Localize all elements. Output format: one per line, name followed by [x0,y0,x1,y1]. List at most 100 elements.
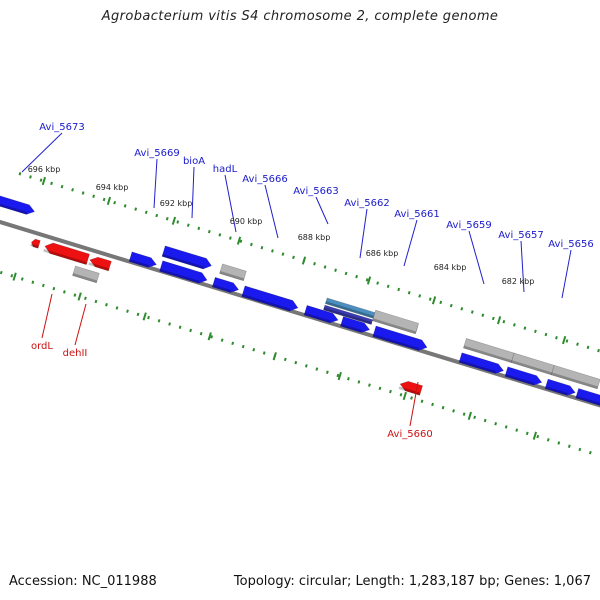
tick-mark [347,376,350,381]
tick-mark [494,422,498,426]
gene-feature [575,388,600,406]
tick-mark [504,425,508,429]
gene-feature [219,263,247,282]
label-leader [403,219,418,267]
scale-label: 690 kbp [230,217,263,226]
major-tick-mark [402,391,407,401]
outer-tick-row [18,172,600,353]
tick-mark [102,197,106,202]
tick-mark [207,229,211,234]
gene-feature [303,305,339,324]
gene-label-avi-5669: Avi_5669 [134,148,179,159]
tick-mark [113,200,117,205]
tick-mark [576,342,579,346]
tick-mark [578,447,582,452]
gene-label-avi-5673: Avi_5673 [39,122,84,133]
tick-mark [473,415,477,420]
tick-mark [239,239,243,243]
gene-feature [504,366,543,386]
major-tick-mark [366,276,372,285]
tick-mark [281,252,285,256]
label-leader [561,249,572,299]
tick-mark [220,338,224,342]
scale-label: 692 kbp [160,199,193,208]
tick-mark [428,297,432,301]
label-leader [315,196,329,225]
gene-label-dehii: dehII [63,348,88,359]
gene-label-bioa: bioA [183,156,205,167]
major-tick-mark [236,236,242,245]
tick-mark [389,389,392,394]
tick-mark [555,336,558,340]
tick-mark [536,434,540,439]
tick-mark [386,284,390,289]
tick-mark [134,207,138,211]
tick-mark [60,184,64,189]
gene-label-avi-5663: Avi_5663 [293,186,338,197]
tick-mark [407,291,411,295]
label-leader [41,293,53,339]
tick-mark [197,226,201,231]
major-tick-mark [77,292,82,301]
major-tick-mark [467,411,472,420]
tick-mark [186,223,190,227]
label-leader [359,208,368,259]
tick-mark [105,303,108,307]
major-tick-mark [431,296,437,305]
tick-mark [325,370,329,375]
label-leader [264,184,279,239]
gene-feature [43,242,90,265]
major-tick-mark [532,431,538,440]
gene-feature [128,251,157,268]
major-tick-mark [106,196,112,206]
tick-mark [144,210,148,215]
gene-label-avi-5657: Avi_5657 [498,230,543,241]
label-leaders [21,132,572,427]
tick-mark [470,310,474,314]
gene-feature [241,285,299,312]
scale-labels: 696 kbp 694 kbp 692 kbp 690 kbp 688 kbp 686 k… [28,165,535,286]
tick-mark [431,402,434,407]
gene-features [0,195,600,406]
scale-label: 682 kbp [502,277,535,286]
gene-feature [161,245,212,270]
label-leader [153,158,158,209]
scale-label: 694 kbp [96,183,129,192]
gene-feature [72,265,100,284]
tick-mark [439,300,443,305]
tick-mark [525,431,529,436]
scale-label: 686 kbp [366,249,399,258]
tick-mark [218,233,222,237]
tick-mark [304,364,308,368]
tick-mark [397,287,401,292]
tick-mark [365,278,369,282]
tick-mark [512,323,516,327]
tick-mark [271,249,274,253]
major-tick-mark [337,371,342,381]
tick-mark [168,322,171,326]
gene-label-avi-5666: Avi_5666 [242,174,287,185]
tick-mark [376,281,380,285]
tick-mark [39,178,43,182]
gene-feature [0,195,36,215]
tick-mark [178,325,182,329]
major-tick-mark [496,316,502,325]
gene-feature [211,276,240,293]
major-tick-mark [171,216,177,225]
gene-feature [323,304,374,325]
gene-label-avi-5660: Avi_5660 [387,429,432,440]
tick-mark [565,339,569,343]
tick-mark [71,188,74,192]
tick-mark [147,315,150,320]
tick-mark [357,380,361,384]
tick-mark [260,245,264,250]
major-tick-mark [272,352,277,361]
major-tick-mark [561,335,567,345]
tick-mark [252,348,256,352]
tick-mark [452,409,455,413]
tick-mark [355,274,358,279]
tick-mark [155,213,159,218]
major-tick-mark [301,256,307,265]
tick-mark [62,290,66,294]
accession-text: Accession: NC_011988 [9,574,157,589]
